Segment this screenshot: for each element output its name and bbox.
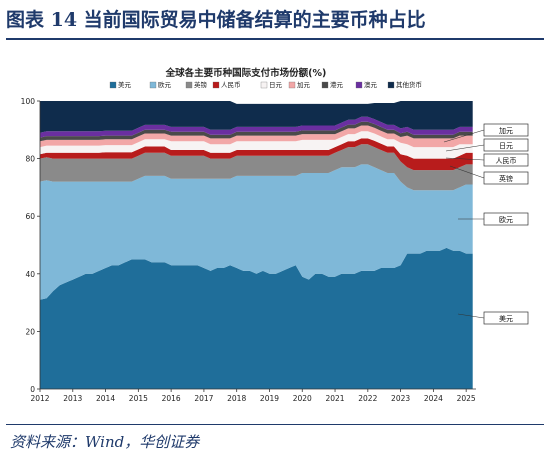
legend-label-2: 英镑 xyxy=(194,80,208,89)
area-series-1 xyxy=(40,164,473,300)
annotation-label-5: 美元 xyxy=(499,314,513,323)
x-tick-label-7: 2019 xyxy=(260,394,279,403)
source-divider xyxy=(6,424,544,425)
legend-swatch-1 xyxy=(149,81,157,89)
legend-swatch-6 xyxy=(321,81,329,89)
annotation-leader-0 xyxy=(443,129,485,143)
legend-label-3: 人民币 xyxy=(221,81,241,89)
y-tick-label-2: 40 xyxy=(25,270,35,279)
y-tick-label-0: 0 xyxy=(30,385,35,394)
legend-swatch-3 xyxy=(212,81,220,89)
annotation-box-0 xyxy=(483,123,529,137)
x-tick-label-10: 2022 xyxy=(358,394,377,403)
annotation-label-1: 日元 xyxy=(499,142,513,150)
area-layers xyxy=(40,101,473,389)
area-series-3 xyxy=(40,138,473,171)
annotation-leader-5 xyxy=(457,313,485,319)
annotation-label-0: 加元 xyxy=(499,126,513,135)
annotation-label-4: 欧元 xyxy=(499,215,513,224)
legend-label-6: 港元 xyxy=(330,80,344,89)
annotation-box-1 xyxy=(483,138,529,152)
legend-label-0: 美元 xyxy=(118,80,132,89)
x-tick-label-12: 2024 xyxy=(424,394,443,403)
legend-label-4: 日元 xyxy=(269,81,283,89)
legend-swatch-8 xyxy=(387,81,395,89)
area-series-8 xyxy=(40,101,473,133)
chart-title: 全球各主要币种国际支付市场份额(%) xyxy=(165,67,327,79)
area-series-2 xyxy=(40,144,473,191)
x-tick-label-3: 2015 xyxy=(129,394,148,403)
area-series-0 xyxy=(40,247,473,389)
y-tick-label-5: 100 xyxy=(21,97,36,106)
annotation-leader-3 xyxy=(449,165,485,179)
annotation-leader-1 xyxy=(445,144,485,152)
legend-swatch-0 xyxy=(109,81,117,89)
area-series-4 xyxy=(40,131,473,159)
stacked-area-chart: 全球各主要币种国际支付市场份额(%) 美元 欧元 英镑 人民币 日元 加元 港元 澳元 其他货币… xyxy=(21,67,529,403)
legend-label-7: 澳元 xyxy=(364,80,378,89)
annotation-label-2: 人民币 xyxy=(496,157,517,165)
annotation-leader-2 xyxy=(445,157,485,161)
y-tick-label-4: 80 xyxy=(25,155,35,164)
area-series-5 xyxy=(40,125,473,148)
legend-swatch-7 xyxy=(355,81,363,89)
legend: 美元 欧元 英镑 人民币 日元 加元 港元 澳元 其他货币 xyxy=(109,80,422,89)
x-tick-label-9: 2021 xyxy=(325,394,344,403)
legend-swatch-4 xyxy=(260,81,268,89)
legend-label-1: 欧元 xyxy=(158,80,172,89)
x-tick-label-1: 2013 xyxy=(63,394,82,403)
x-tick-label-5: 2017 xyxy=(194,394,213,403)
x-tick-label-2: 2014 xyxy=(96,394,115,403)
x-tick-label-6: 2018 xyxy=(227,394,246,403)
x-tick-label-4: 2016 xyxy=(162,394,181,403)
annotation-box-3 xyxy=(483,171,529,185)
legend-swatch-2 xyxy=(185,81,193,89)
annotation-box-4 xyxy=(483,212,529,226)
x-tick-label-0: 2012 xyxy=(30,394,49,403)
axes: 0 20 40 60 80 100 2012 2013 2014 2015 2016 2017 2018… xyxy=(21,97,476,403)
legend-swatch-5 xyxy=(288,81,296,89)
legend-label-8: 其他货币 xyxy=(396,80,422,89)
figure-title: 图表 14 当前国际贸易中储备结算的主要币种占比 xyxy=(6,9,426,31)
x-tick-label-11: 2023 xyxy=(391,394,410,403)
area-series-6 xyxy=(40,121,473,142)
y-tick-label-3: 60 xyxy=(25,212,35,221)
source-note: 资料来源：Wind，华创证券 xyxy=(10,433,200,451)
annotation-box-5 xyxy=(483,311,529,325)
area-series-7 xyxy=(40,116,473,138)
y-tick-label-1: 20 xyxy=(25,327,35,336)
legend-label-5: 加元 xyxy=(297,80,311,89)
x-tick-label-8: 2020 xyxy=(293,394,312,403)
x-tick-label-13: 2025 xyxy=(457,394,476,403)
title-divider xyxy=(6,38,544,40)
annotation-label-3: 英镑 xyxy=(499,174,513,183)
chart-container: 全球各主要币种国际支付市场份额(%) 美元 欧元 英镑 人民币 日元 加元 港元 澳元 其他货币… xyxy=(6,44,544,419)
annotation-box-2 xyxy=(483,153,529,167)
